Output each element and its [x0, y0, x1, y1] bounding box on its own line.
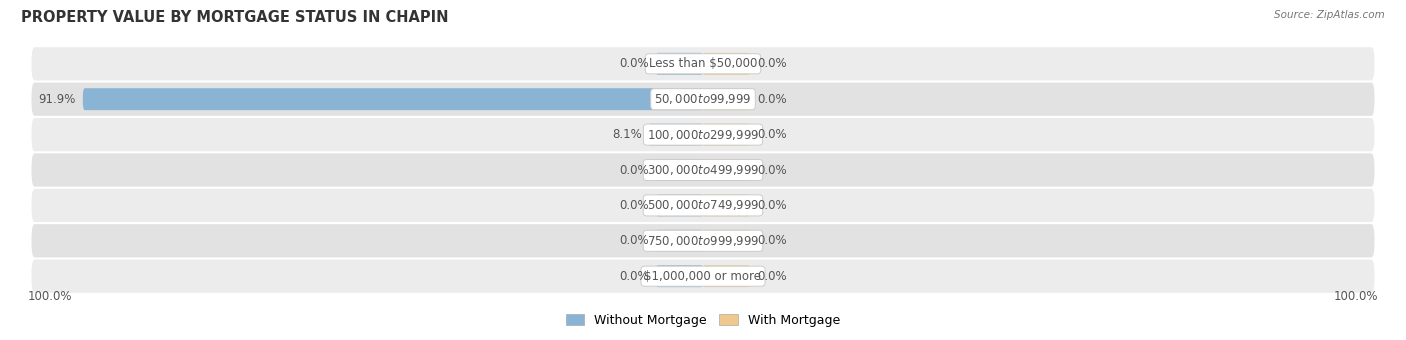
Text: 0.0%: 0.0% — [756, 270, 786, 283]
FancyBboxPatch shape — [655, 265, 703, 287]
Text: 0.0%: 0.0% — [620, 234, 650, 247]
FancyBboxPatch shape — [31, 83, 1375, 116]
FancyBboxPatch shape — [655, 230, 703, 252]
Text: $50,000 to $99,999: $50,000 to $99,999 — [654, 92, 752, 106]
FancyBboxPatch shape — [648, 124, 703, 146]
Text: 0.0%: 0.0% — [620, 199, 650, 212]
FancyBboxPatch shape — [703, 265, 751, 287]
Text: $500,000 to $749,999: $500,000 to $749,999 — [647, 199, 759, 212]
Text: $300,000 to $499,999: $300,000 to $499,999 — [647, 163, 759, 177]
FancyBboxPatch shape — [31, 189, 1375, 222]
Text: $1,000,000 or more: $1,000,000 or more — [644, 270, 762, 283]
Text: 0.0%: 0.0% — [756, 128, 786, 141]
FancyBboxPatch shape — [83, 88, 703, 110]
Text: Source: ZipAtlas.com: Source: ZipAtlas.com — [1274, 10, 1385, 20]
Text: 91.9%: 91.9% — [38, 93, 76, 106]
Text: 0.0%: 0.0% — [620, 270, 650, 283]
Text: 0.0%: 0.0% — [620, 164, 650, 176]
Text: $750,000 to $999,999: $750,000 to $999,999 — [647, 234, 759, 248]
FancyBboxPatch shape — [703, 88, 751, 110]
FancyBboxPatch shape — [703, 53, 751, 75]
Text: 0.0%: 0.0% — [756, 57, 786, 70]
FancyBboxPatch shape — [31, 224, 1375, 257]
Text: 0.0%: 0.0% — [756, 199, 786, 212]
FancyBboxPatch shape — [31, 259, 1375, 293]
FancyBboxPatch shape — [703, 159, 751, 181]
Legend: Without Mortgage, With Mortgage: Without Mortgage, With Mortgage — [561, 309, 845, 332]
Text: 0.0%: 0.0% — [756, 93, 786, 106]
Text: 8.1%: 8.1% — [612, 128, 641, 141]
FancyBboxPatch shape — [655, 194, 703, 216]
FancyBboxPatch shape — [31, 153, 1375, 187]
FancyBboxPatch shape — [703, 124, 751, 146]
Text: PROPERTY VALUE BY MORTGAGE STATUS IN CHAPIN: PROPERTY VALUE BY MORTGAGE STATUS IN CHA… — [21, 10, 449, 25]
Text: 0.0%: 0.0% — [620, 57, 650, 70]
FancyBboxPatch shape — [31, 47, 1375, 81]
FancyBboxPatch shape — [703, 194, 751, 216]
Text: 100.0%: 100.0% — [1333, 290, 1378, 303]
FancyBboxPatch shape — [31, 118, 1375, 151]
Text: Less than $50,000: Less than $50,000 — [648, 57, 758, 70]
Text: $100,000 to $299,999: $100,000 to $299,999 — [647, 128, 759, 141]
FancyBboxPatch shape — [703, 230, 751, 252]
Text: 0.0%: 0.0% — [756, 164, 786, 176]
FancyBboxPatch shape — [655, 159, 703, 181]
Text: 100.0%: 100.0% — [28, 290, 73, 303]
Text: 0.0%: 0.0% — [756, 234, 786, 247]
FancyBboxPatch shape — [655, 53, 703, 75]
